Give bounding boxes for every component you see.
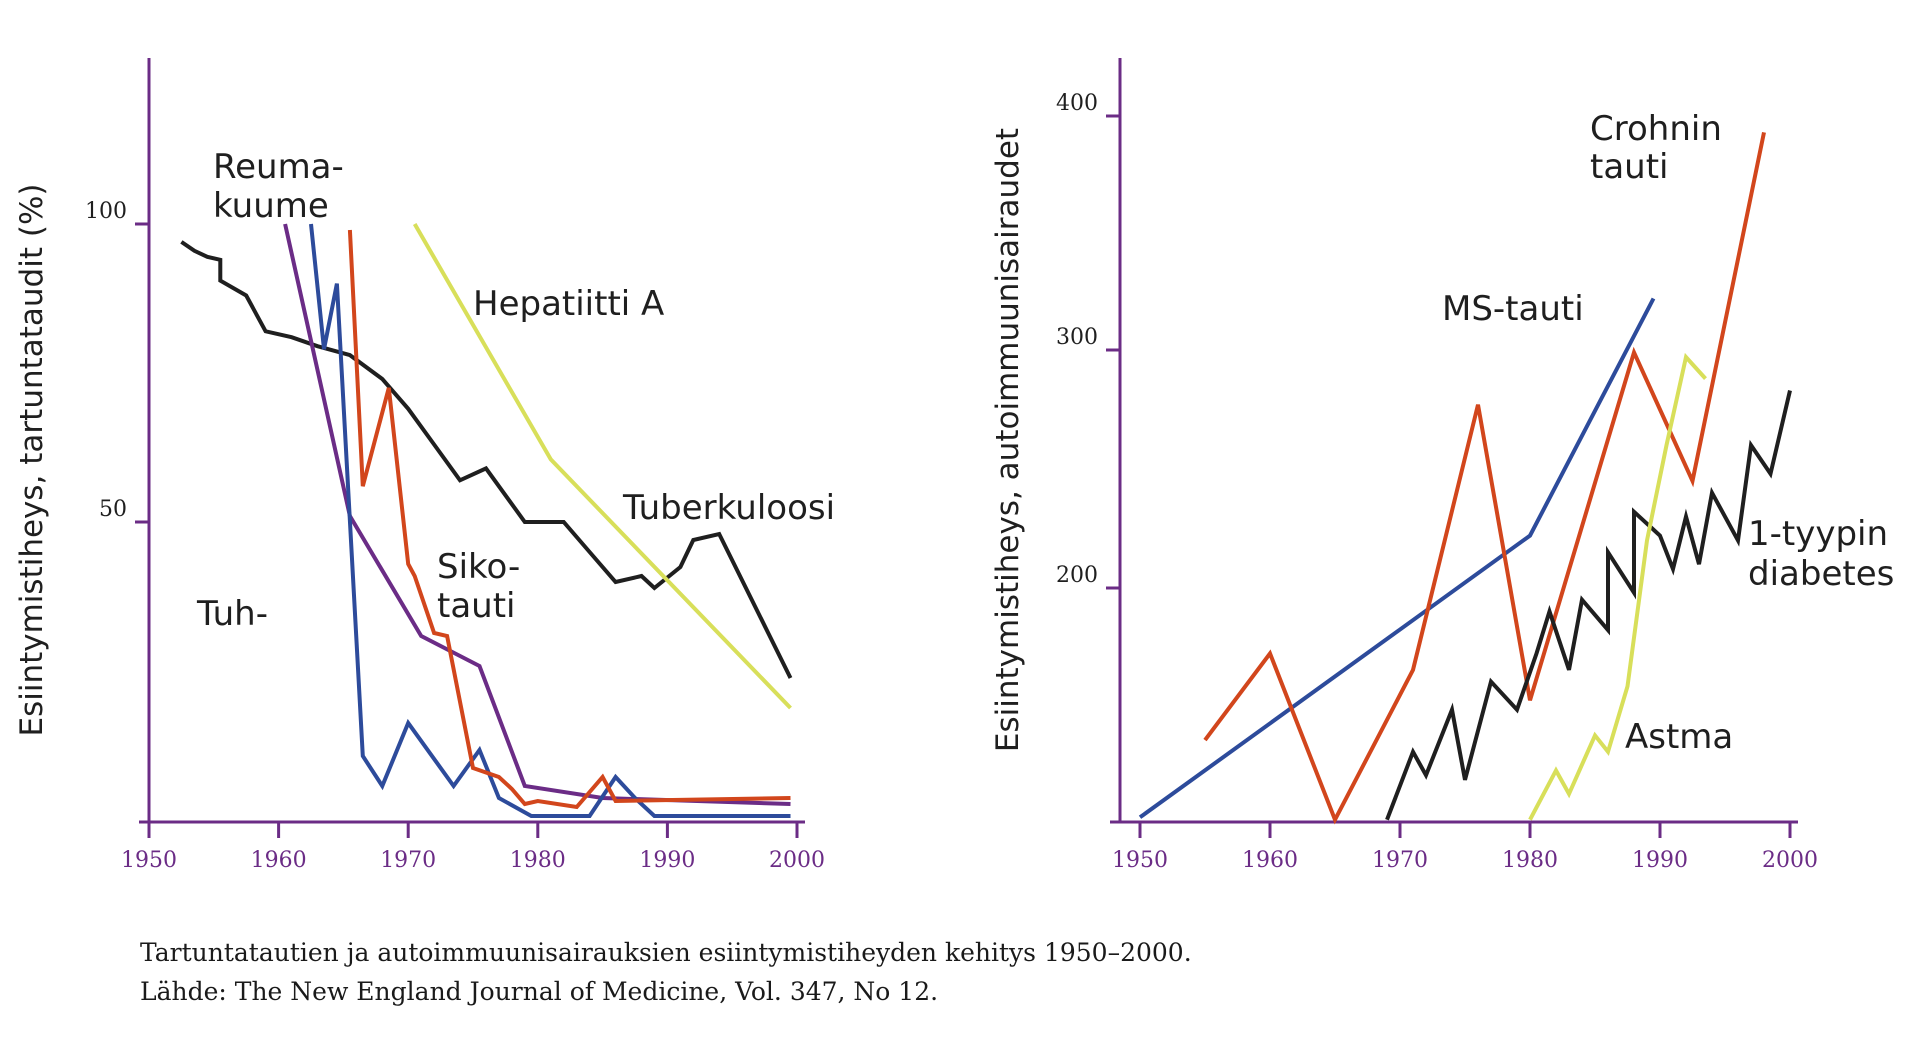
y-tick-label: 300: [1056, 325, 1098, 350]
x-tick-label: 1970: [380, 848, 436, 873]
series-annotation: kuume: [213, 186, 329, 226]
y-axis-label: Esiintymistiheys, tartuntataudit (%): [14, 183, 50, 736]
x-tick-label: 1960: [251, 848, 307, 873]
x-tick-label: 1950: [121, 848, 177, 873]
y-tick-label: 200: [1056, 563, 1098, 588]
x-tick-label: 1990: [639, 848, 695, 873]
series-annotation: Crohnin: [1590, 109, 1722, 149]
series-line-astma: [1528, 352, 1707, 821]
series-line-1-tyypin-diabetes: [1385, 390, 1792, 821]
figure-caption: Tartuntatautien ja autoimmuunisairauksie…: [140, 938, 1192, 967]
series-annotation: tauti: [437, 586, 516, 626]
series-line-tuberkuloosi: [180, 240, 793, 679]
series-line-crohnin-tauti: [1203, 131, 1766, 825]
x-tick-label: 1960: [1242, 848, 1298, 873]
series-annotation: diabetes: [1748, 554, 1894, 594]
x-tick-label: 2000: [1762, 848, 1818, 873]
series-annotation: 1-tyypin: [1748, 514, 1888, 554]
y-tick-label: 50: [99, 497, 127, 522]
x-tick-label: 1950: [1112, 848, 1168, 873]
x-tick-label: 1990: [1632, 848, 1688, 873]
x-tick-label: 1970: [1372, 848, 1428, 873]
x-tick-label: 1980: [1502, 848, 1558, 873]
series-annotation: Hepatiitti A: [473, 284, 664, 324]
series-line-hepatiitti-a: [412, 222, 792, 710]
series-annotation: Tuh-: [196, 594, 268, 634]
x-tick-label: 1980: [510, 848, 566, 873]
series-annotation: Reuma-: [213, 147, 344, 187]
y-tick-label: 100: [85, 199, 127, 224]
series-annotation: Siko-: [437, 547, 520, 587]
series-line-ms-tauti: [1138, 297, 1656, 819]
series-annotation: tauti: [1590, 147, 1669, 187]
chart-panel-1: 1950 1960 1970 1980 1990 2000 50 100 Esiintymist…: [14, 58, 835, 873]
x-tick-label: 2000: [769, 848, 825, 873]
chart-panel-2: 1950 1960 1970 1980 1990 2000 200 300 400 Esiinty…: [990, 58, 1894, 873]
series-annotation: Tuberkuloosi: [622, 488, 835, 528]
series-annotation: Astma: [1625, 717, 1733, 757]
y-tick-label: 400: [1056, 91, 1098, 116]
series-annotation: MS-tauti: [1442, 289, 1584, 329]
y-axis-label: Esiintymistiheys, autoimmuunisairaudet: [990, 128, 1026, 752]
series-line-sikotauti: [347, 229, 791, 810]
figure-source: Lähde: The New England Journal of Medici…: [140, 977, 939, 1006]
